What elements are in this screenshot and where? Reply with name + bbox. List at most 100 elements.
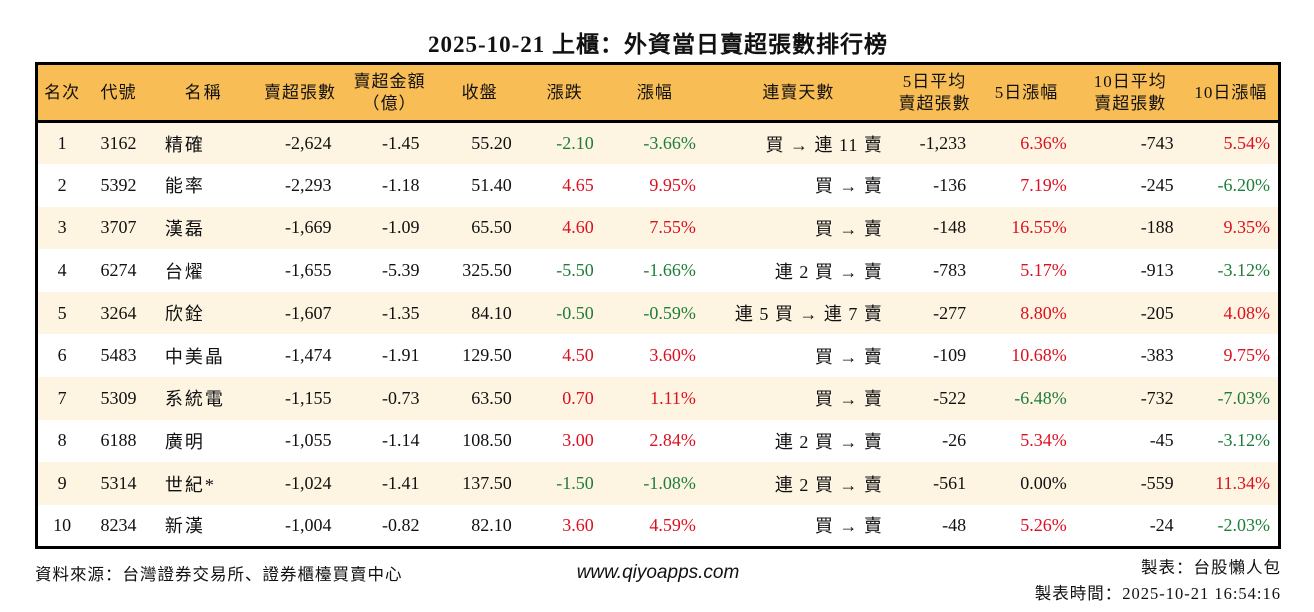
cell-change-percent: -1.66% — [643, 260, 696, 281]
cell-avg5-net-sell: -136 — [933, 174, 967, 195]
column-header-streak: 連賣天數 — [703, 63, 893, 123]
cell-close-price: 51.40 — [471, 174, 512, 195]
cell-net-sell-shares: -2,293 — [284, 174, 332, 195]
table-row: 10 8234 新漢 -1,004 -0.82 82.10 3.60 4.59%… — [36, 504, 1280, 548]
cell-sell-streak: 買 → 賣 — [814, 516, 883, 537]
cell-10day-percent: 5.54% — [1223, 133, 1271, 154]
cell-5day-percent: 5.34% — [1020, 430, 1067, 451]
table-row: 5 3264 欣銓 -1,607 -1.35 84.10 -0.50 -0.59… — [36, 291, 1280, 335]
cell-net-sell-amount: -1.91 — [381, 345, 420, 366]
cell-price-change: 4.60 — [562, 217, 594, 238]
table-body: 1 3162 精確 -2,624 -1.45 55.20 -2.10 -3.66… — [36, 121, 1280, 548]
cell-avg10-net-sell: -732 — [1140, 387, 1174, 408]
cell-avg5-net-sell: -277 — [933, 302, 967, 323]
cell-avg10-net-sell: -205 — [1140, 302, 1174, 323]
cell-10day-percent: 9.35% — [1223, 217, 1271, 238]
column-header-avg10: 10日平均 賣超張數 — [1076, 63, 1184, 123]
table-row: 9 5314 世紀* -1,024 -1.41 137.50 -1.50 -1.… — [36, 462, 1280, 505]
cell-close-price: 325.50 — [462, 260, 512, 281]
cell-avg10-net-sell: -188 — [1140, 217, 1174, 238]
cell-change-percent: 9.95% — [649, 174, 696, 195]
cell-avg10-net-sell: -45 — [1149, 430, 1174, 451]
cell-10day-percent: 11.34% — [1215, 473, 1270, 494]
cell-net-sell-shares: -1,004 — [284, 514, 332, 535]
website-text: www.qiyoapps.com — [576, 561, 740, 583]
cell-net-sell-shares: -1,669 — [284, 217, 332, 238]
cell-net-sell-shares: -1,607 — [284, 302, 332, 323]
cell-stock-name: 台燿 — [164, 261, 205, 282]
footer: 資料來源：台灣證券交易所、證券櫃檯買賣中心 www.qiyoapps.com 製… — [35, 555, 1281, 608]
cell-10day-percent: 4.08% — [1223, 302, 1271, 323]
cell-avg10-net-sell: -743 — [1140, 133, 1174, 154]
cell-net-sell-amount: -1.35 — [381, 302, 420, 323]
cell-avg10-net-sell: -245 — [1140, 174, 1174, 195]
column-header-pct10: 10日漲幅 — [1183, 63, 1280, 123]
cell-stock-name: 系統電 — [164, 389, 225, 410]
cell-rank: 7 — [57, 387, 67, 408]
cell-avg5-net-sell: -522 — [933, 387, 967, 408]
data-source-text: 資料來源：台灣證券交易所、證券櫃檯買賣中心 — [35, 564, 403, 584]
column-header-amount: 賣超金額 （億） — [343, 63, 436, 123]
cell-stock-code: 5483 — [100, 345, 137, 366]
cell-5day-percent: 16.55% — [1011, 217, 1067, 238]
cell-rank: 4 — [57, 260, 67, 281]
cell-10day-percent: 9.75% — [1223, 345, 1271, 366]
cell-change-percent: -3.66% — [643, 133, 696, 154]
cell-net-sell-amount: -1.18 — [381, 174, 420, 195]
table-row: 3 3707 漢磊 -1,669 -1.09 65.50 4.60 7.55% … — [36, 206, 1280, 250]
cell-change-percent: -1.08% — [643, 473, 696, 494]
cell-net-sell-amount: -1.09 — [381, 217, 420, 238]
cell-rank: 10 — [53, 514, 72, 535]
cell-close-price: 129.50 — [462, 345, 512, 366]
cell-change-percent: 3.60% — [649, 345, 696, 366]
cell-sell-streak: 連 2 買 → 賣 — [774, 261, 883, 282]
cell-rank: 8 — [57, 430, 67, 451]
cell-10day-percent: -7.03% — [1217, 387, 1271, 408]
cell-net-sell-amount: -5.39 — [381, 260, 420, 281]
cell-5day-percent: 10.68% — [1011, 345, 1067, 366]
cell-change-percent: 1.11% — [650, 387, 696, 408]
cell-price-change: 0.70 — [562, 387, 594, 408]
table-row: 6 5483 中美晶 -1,474 -1.91 129.50 4.50 3.60… — [36, 334, 1280, 378]
cell-sell-streak: 連 5 買 → 連 7 賣 — [734, 304, 883, 325]
cell-close-price: 82.10 — [471, 514, 512, 535]
cell-close-price: 108.50 — [462, 430, 512, 451]
cell-sell-streak: 買 → 連 11 賣 — [765, 134, 883, 155]
cell-stock-code: 6274 — [100, 260, 137, 281]
cell-10day-percent: -6.20% — [1217, 174, 1271, 195]
cell-avg5-net-sell: -109 — [933, 345, 967, 366]
cell-stock-name: 中美晶 — [164, 346, 225, 367]
table-row: 1 3162 精確 -2,624 -1.45 55.20 -2.10 -3.66… — [36, 121, 1280, 165]
cell-close-price: 63.50 — [471, 387, 512, 408]
cell-5day-percent: 5.26% — [1020, 514, 1067, 535]
cell-5day-percent: 0.00% — [1020, 473, 1067, 494]
table-row: 7 5309 系統電 -1,155 -0.73 63.50 0.70 1.11%… — [36, 377, 1280, 420]
column-header-change: 漲跌 — [523, 63, 606, 123]
cell-price-change: 4.65 — [562, 174, 594, 195]
cell-price-change: -2.10 — [556, 133, 594, 154]
ranking-table: 名次 代號 名稱 賣超張數 賣超金額 （億） 收盤 漲跌 漲幅 連賣天數 5日平… — [35, 62, 1281, 549]
cell-close-price: 137.50 — [462, 473, 512, 494]
cell-change-percent: 7.55% — [649, 217, 696, 238]
cell-10day-percent: -3.12% — [1217, 260, 1271, 281]
column-header-avg5: 5日平均 賣超張數 — [892, 63, 977, 123]
cell-stock-name: 廣明 — [164, 431, 205, 452]
table-row: 8 6188 廣明 -1,055 -1.14 108.50 3.00 2.84%… — [36, 419, 1280, 463]
cell-avg5-net-sell: -26 — [942, 430, 967, 451]
cell-avg5-net-sell: -561 — [933, 473, 967, 494]
cell-stock-code: 8234 — [100, 514, 137, 535]
cell-change-percent: 4.59% — [649, 514, 696, 535]
cell-rank: 9 — [57, 473, 67, 494]
cell-sell-streak: 連 2 買 → 賣 — [774, 431, 883, 452]
cell-net-sell-shares: -1,474 — [284, 345, 332, 366]
column-header-close: 收盤 — [435, 63, 524, 123]
credits-block: 製表：台股懶人包 製表時間：2025-10-21 16:54:16 — [739, 555, 1281, 608]
cell-stock-name: 能率 — [164, 176, 205, 197]
cell-avg10-net-sell: -24 — [1149, 514, 1174, 535]
cell-rank: 3 — [57, 217, 67, 238]
cell-net-sell-amount: -0.73 — [381, 387, 420, 408]
cell-10day-percent: -3.12% — [1217, 430, 1271, 451]
cell-net-sell-amount: -0.82 — [381, 514, 420, 535]
page-title: 2025-10-21 上櫃：外資當日賣超張數排行榜 — [427, 32, 889, 57]
cell-5day-percent: -6.48% — [1014, 387, 1067, 408]
